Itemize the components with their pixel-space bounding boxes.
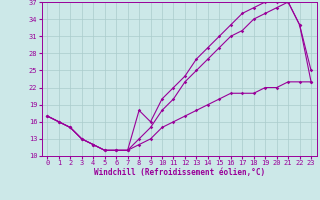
X-axis label: Windchill (Refroidissement éolien,°C): Windchill (Refroidissement éolien,°C) [94,168,265,177]
